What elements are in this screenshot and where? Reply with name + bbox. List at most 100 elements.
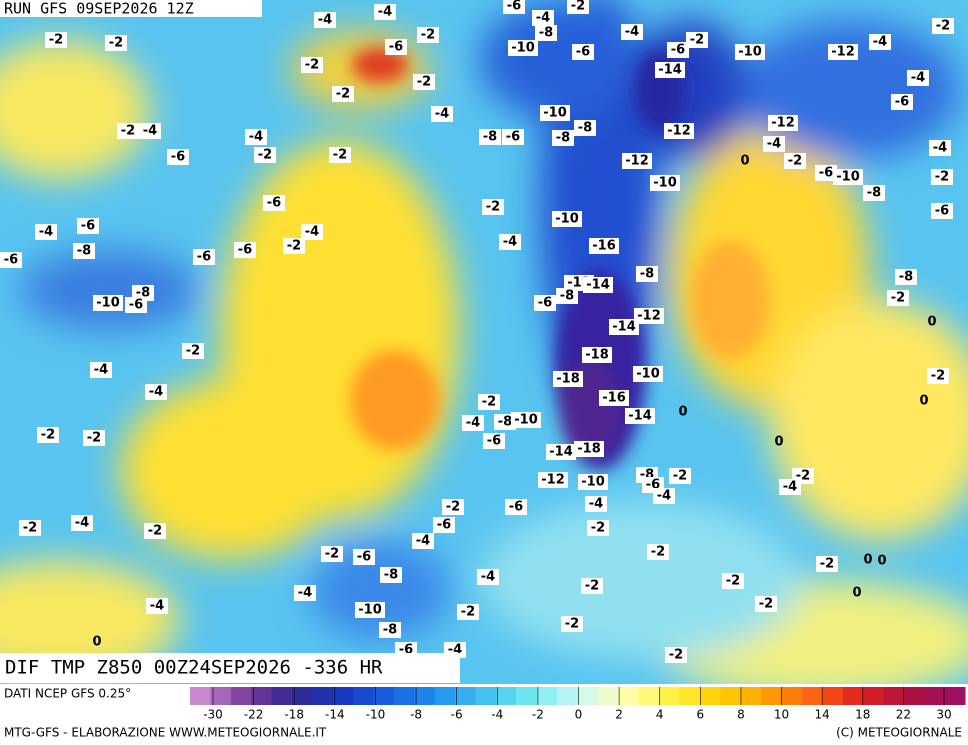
contour-label: 0 [927, 315, 936, 330]
colorbar-tick-label: -6 [451, 708, 463, 722]
contour-label: -2 [49, 33, 63, 48]
label-box [479, 129, 501, 145]
label-box [665, 647, 687, 663]
contour-label: -8 [578, 121, 592, 136]
label-box [664, 123, 694, 139]
label-box [585, 496, 607, 512]
colorbar-tick-label: 22 [896, 708, 911, 722]
contour-label: -2 [585, 579, 599, 594]
contour-label: -6 [357, 550, 371, 565]
label-box [144, 523, 166, 539]
contour-label: -2 [591, 521, 605, 536]
field-box [0, 653, 460, 683]
contour-label: -10 [738, 45, 762, 60]
colorbar-tick-label: -4 [491, 708, 503, 722]
contour-label: -4 [767, 137, 781, 152]
contour-label: 0 [877, 554, 886, 569]
colorbar-swatch [516, 687, 538, 705]
label-box [245, 129, 267, 145]
colorbar-swatch [842, 687, 864, 705]
colorbar-swatch [210, 687, 232, 705]
label-box [763, 136, 785, 152]
contour-label: -4 [75, 516, 89, 531]
colorbar-swatch [883, 687, 905, 705]
contour-label: -2 [931, 369, 945, 384]
label-box [332, 86, 354, 102]
contour-label: -8 [136, 286, 150, 301]
label-box [413, 74, 435, 90]
contour-label: -6 [437, 518, 451, 533]
contour-label: -14 [612, 320, 636, 335]
contour-label: -6 [506, 130, 520, 145]
colorbar-swatch [393, 687, 415, 705]
contour-label: -4 [416, 534, 430, 549]
colorbar-swatch [863, 687, 884, 705]
colorbar-swatch [597, 687, 619, 705]
label-box [636, 266, 658, 282]
label-box [556, 288, 578, 304]
label-box [125, 297, 147, 313]
contour-label: -2 [417, 75, 431, 90]
colorbar-swatch [190, 687, 211, 705]
label-box [329, 147, 351, 163]
run-label: RUN GFS 09SEP2026 12Z [4, 0, 194, 18]
contour-label: -8 [498, 415, 512, 430]
contour-label: -2 [461, 605, 475, 620]
contour-label: -12 [771, 116, 795, 131]
label-box [263, 195, 285, 211]
contour-label: -8 [899, 270, 913, 285]
contour-label: -4 [94, 363, 108, 378]
contour-label: -12 [667, 124, 691, 139]
contour-label: -4 [589, 497, 603, 512]
label-box [561, 616, 583, 632]
label-box [301, 57, 323, 73]
label-box [647, 544, 669, 560]
label-box [167, 149, 189, 165]
colorbar-swatch [251, 687, 273, 705]
colorbar-swatch [740, 687, 762, 705]
colorbar-tick-label: 2 [615, 708, 623, 722]
colorbar-tick-label: -2 [532, 708, 544, 722]
contour-label: -2 [690, 33, 704, 48]
label-box [931, 169, 953, 185]
colorbar-tick-label: 18 [855, 708, 870, 722]
contour-label: -10 [514, 413, 538, 428]
label-box [508, 40, 538, 56]
label-box [546, 444, 576, 460]
label-box [621, 24, 643, 40]
contour-label: -6 [171, 150, 185, 165]
colorbar-swatch [720, 687, 742, 705]
label-box [755, 596, 777, 612]
contour-label: -4 [657, 489, 671, 504]
contour-label: -6 [509, 500, 523, 515]
colorbar-swatch [536, 687, 558, 705]
contour-label: -2 [759, 597, 773, 612]
contour-label: -10 [555, 212, 579, 227]
label-box [254, 147, 276, 163]
contour-label: -6 [538, 296, 552, 311]
colorbar-swatch [353, 687, 375, 705]
colorbar-tick-label: 10 [774, 708, 789, 722]
label-box [784, 153, 806, 169]
label-box [19, 520, 41, 536]
label-box [90, 362, 112, 378]
label-box [582, 347, 612, 363]
colorbar-swatch [373, 687, 395, 705]
contour-label: -2 [287, 239, 301, 254]
colorbar-swatch [495, 687, 517, 705]
label-box [314, 12, 336, 28]
contour-label: -14 [658, 63, 682, 78]
label-box [511, 412, 541, 428]
contour-label: -12 [625, 154, 649, 169]
colorbar-swatch [332, 687, 354, 705]
source-label: DATI NCEP GFS 0.25° [4, 687, 131, 701]
label-box [182, 343, 204, 359]
colorbar-swatch [761, 687, 782, 705]
label-box [634, 308, 664, 324]
contour-label: -6 [4, 253, 18, 268]
label-box [578, 474, 608, 490]
label-box [45, 32, 67, 48]
contour-label: -4 [143, 124, 157, 139]
label-box [483, 433, 505, 449]
